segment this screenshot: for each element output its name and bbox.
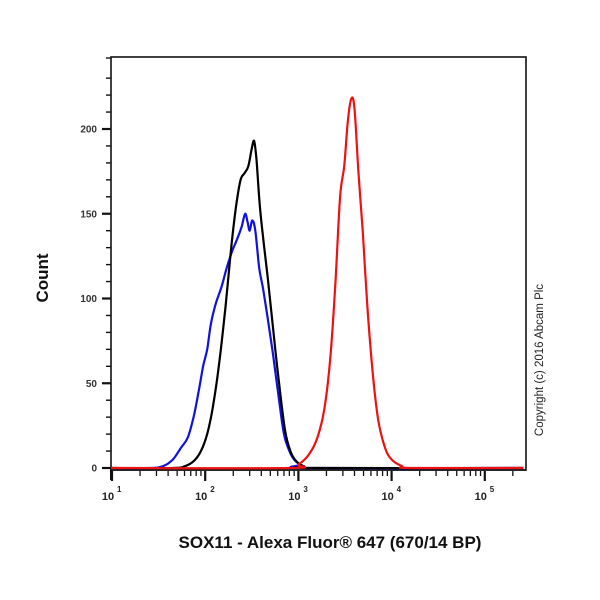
y-tick-label: 150 [80, 209, 97, 220]
x-tick-label: 10 [381, 491, 393, 503]
y-axis: 0 50 100 150 200 [80, 57, 112, 480]
y-tick-label: 100 [80, 294, 97, 305]
histogram-series-line [110, 139, 524, 470]
x-tick-label: 10 [475, 491, 487, 503]
x-tick-label: 10 [195, 491, 207, 503]
histogram-series-line [110, 212, 524, 470]
x-tick-label: 10 [288, 491, 300, 503]
x-tick-exponent: 2 [210, 485, 215, 494]
y-tick-label: 200 [80, 125, 97, 136]
x-tick-exponent: 5 [490, 485, 495, 494]
x-tick-exponent: 4 [397, 485, 402, 494]
series-layer [110, 96, 524, 470]
y-axis-title: Count [33, 253, 52, 303]
copyright-annotation: Copyright (c) 2016 Abcam Plc [534, 283, 546, 437]
y-tick-label: 0 [91, 464, 97, 475]
x-tick-exponent: 3 [303, 485, 308, 494]
x-axis-title: SOX11 - Alexa Fluor® 647 (670/14 BP) [178, 533, 482, 552]
histogram-series-line [110, 96, 524, 470]
plot-frame [110, 56, 527, 471]
x-tick-label: 10 [102, 491, 114, 503]
y-tick-label: 50 [86, 379, 98, 390]
x-tick-exponent: 1 [117, 485, 122, 494]
